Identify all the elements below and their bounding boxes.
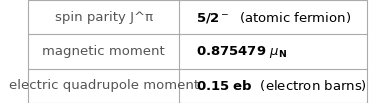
- Text: spin parity J^π: spin parity J^π: [55, 11, 153, 24]
- Text: electric quadrupole moment: electric quadrupole moment: [9, 79, 199, 92]
- Text: magnetic moment: magnetic moment: [43, 45, 165, 58]
- Text: $\mathbf{0.875479}\ \mu_\mathbf{N}$: $\mathbf{0.875479}\ \mu_\mathbf{N}$: [196, 43, 287, 60]
- Text: $\mathbf{5/2}^-$  (atomic fermion): $\mathbf{5/2}^-$ (atomic fermion): [196, 10, 351, 25]
- Text: $\mathbf{0.15\ eb}$  (electron barns): $\mathbf{0.15\ eb}$ (electron barns): [196, 78, 367, 93]
